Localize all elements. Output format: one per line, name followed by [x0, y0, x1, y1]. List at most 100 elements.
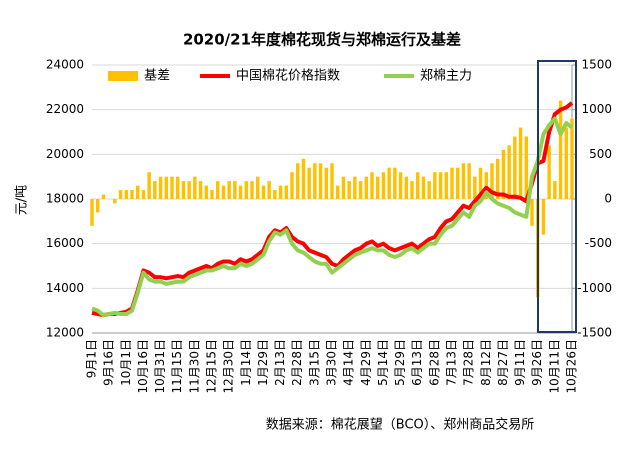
x-tick-label: 3月15日	[307, 339, 321, 386]
basis-bar	[130, 190, 134, 199]
basis-bar	[433, 172, 437, 199]
y2-tick-label: 0	[604, 192, 612, 206]
line-layer	[91, 101, 574, 318]
basis-bar	[187, 181, 191, 199]
basis-bar	[193, 176, 197, 199]
x-tick-label: 4月29日	[359, 339, 373, 386]
basis-bar	[90, 199, 94, 226]
basis-bar	[113, 199, 117, 204]
y-axis-title: 元/吨	[15, 185, 30, 215]
x-tick-label: 1月29日	[256, 339, 270, 386]
basis-bar	[496, 158, 500, 199]
basis-bar	[376, 176, 380, 199]
legend-swatch	[108, 71, 138, 81]
basis-bar	[198, 181, 203, 199]
series-line	[91, 116, 574, 318]
basis-bar	[210, 190, 214, 199]
y2-tick-label: 1500	[581, 58, 612, 72]
basis-bar	[244, 181, 248, 199]
legend-label: 基差	[144, 69, 170, 84]
y2-tick-label: 500	[589, 147, 612, 161]
basis-bar	[227, 181, 231, 199]
basis-bar	[570, 118, 574, 199]
basis-bar	[336, 185, 340, 199]
basis-bar	[524, 136, 528, 199]
x-tick-label: 6月13日	[410, 339, 424, 386]
basis-bar	[507, 145, 511, 199]
basis-bar	[267, 181, 271, 199]
y2-tick-label: -500	[585, 236, 612, 250]
y-tick-label: 12000	[46, 326, 84, 340]
x-tick-label: 8月12日	[479, 339, 493, 386]
basis-bar	[421, 176, 426, 199]
x-tick-label: 9月16日	[102, 339, 116, 386]
basis-bar	[181, 181, 186, 199]
y-tick-label: 14000	[46, 281, 84, 295]
basis-bar	[221, 185, 226, 199]
basis-bar	[518, 127, 523, 199]
basis-bar	[238, 185, 243, 199]
basis-bar	[170, 176, 174, 199]
basis-bar	[147, 172, 151, 199]
basis-bar	[410, 181, 414, 199]
basis-bar	[204, 185, 208, 199]
basis-bar	[250, 181, 254, 199]
x-tick-label: 10月1日	[119, 339, 133, 386]
label-layer: 12000 14000 16000 18000 20000 22000 24000 -1500…	[46, 58, 612, 394]
x-tick-label: 7月13日	[445, 339, 459, 386]
basis-bar	[353, 176, 357, 199]
basis-bar	[261, 185, 266, 199]
basis-bar	[158, 176, 163, 199]
basis-bar	[381, 172, 386, 199]
x-tick-label: 10月16日	[136, 339, 150, 394]
x-tick-label: 5月14日	[376, 339, 390, 386]
y-tick-label: 20000	[46, 147, 84, 161]
basis-bar	[541, 199, 546, 235]
basis-bar	[290, 172, 294, 199]
basis-bar	[364, 176, 368, 199]
basis-bar	[278, 185, 283, 199]
basis-bar	[216, 181, 220, 199]
basis-bar	[456, 167, 460, 199]
basis-bar	[284, 185, 288, 199]
basis-bar	[153, 181, 157, 199]
basis-bar	[473, 176, 477, 199]
basis-bar	[164, 176, 168, 199]
basis-bar	[501, 149, 506, 199]
x-tick-label: 12月15日	[205, 339, 219, 394]
x-tick-label: 5月29日	[393, 339, 407, 386]
basis-bar	[233, 181, 237, 199]
x-tick-label: 10月11日	[547, 339, 561, 394]
basis-bar	[96, 199, 100, 213]
y-tick-label: 22000	[46, 102, 84, 116]
basis-bar	[530, 199, 534, 226]
basis-bar	[444, 172, 448, 199]
basis-bar	[478, 167, 483, 199]
basis-bar	[461, 163, 466, 199]
basis-bar	[438, 172, 443, 199]
basis-bar	[273, 190, 277, 199]
x-tick-label: 2月13日	[273, 339, 287, 386]
basis-bar	[358, 181, 363, 199]
basis-bar	[564, 127, 568, 199]
highlight-box	[537, 60, 577, 333]
x-tick-label: 1月14日	[239, 339, 253, 386]
basis-bar	[341, 176, 346, 199]
basis-bar	[176, 176, 180, 199]
x-tick-label: 7月28日	[462, 339, 476, 386]
basis-bar	[416, 172, 420, 199]
basis-bar	[101, 194, 106, 199]
basis-bar	[370, 172, 374, 199]
basis-bar	[450, 167, 454, 199]
basis-bar	[124, 190, 128, 199]
basis-bar	[301, 158, 306, 199]
x-tick-label: 11月30日	[187, 339, 201, 394]
x-tick-label: 12月30日	[222, 339, 236, 394]
basis-bar	[307, 167, 311, 199]
y2-tick-label: 1000	[581, 102, 612, 116]
x-tick-label: 10月26日	[565, 339, 579, 394]
y2-tick-label: -1500	[577, 326, 612, 340]
x-tick-label: 11月15日	[170, 339, 184, 394]
